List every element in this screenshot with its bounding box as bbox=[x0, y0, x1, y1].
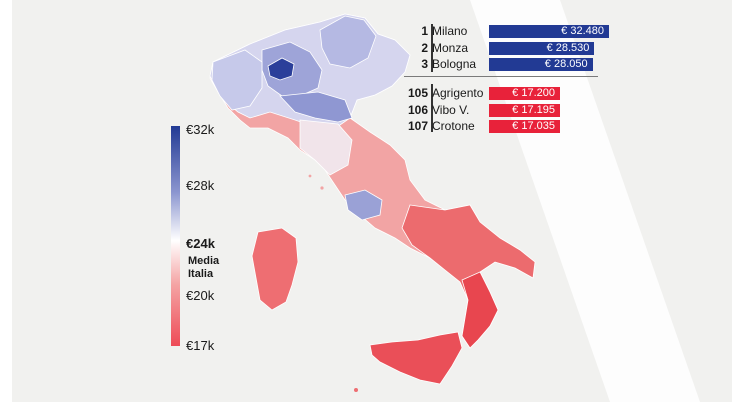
calabria-region bbox=[461, 271, 499, 349]
rank-number: 1 bbox=[421, 24, 428, 38]
scale-label-17k: €17k bbox=[186, 338, 215, 353]
city-name: Milano bbox=[432, 24, 468, 38]
city-name: Vibo V. bbox=[432, 102, 470, 117]
sicily bbox=[369, 331, 463, 385]
island bbox=[354, 388, 358, 392]
city-name: Crotone bbox=[432, 119, 475, 133]
background-band bbox=[470, 0, 700, 402]
scale-label-28k: €28k bbox=[186, 178, 215, 193]
tuscany-region bbox=[299, 119, 353, 176]
scale-label-24k: €24k bbox=[186, 236, 215, 251]
island bbox=[308, 174, 312, 178]
scale-label-32k: €32k bbox=[186, 122, 215, 137]
media-line-1: Media bbox=[188, 255, 220, 267]
media-line-2: Italia bbox=[188, 268, 214, 280]
value-bar: € 32.480 bbox=[489, 25, 609, 38]
value-bar: € 28.050 bbox=[489, 58, 593, 71]
milano-province bbox=[267, 57, 295, 81]
ranking-bottom-separator bbox=[431, 84, 433, 132]
rank-number: 2 bbox=[421, 40, 428, 55]
city-name: Monza bbox=[432, 40, 469, 55]
city-name: Bologna bbox=[432, 57, 477, 71]
value-bar: € 17.035 bbox=[489, 120, 560, 133]
color-scale-bar bbox=[171, 126, 180, 346]
rank-number: 107 bbox=[407, 119, 428, 133]
city-name: Agrigento bbox=[432, 86, 484, 100]
scale-label-20k: €20k bbox=[186, 288, 215, 303]
veneto-region bbox=[319, 15, 377, 69]
media-italia-label: Media Italia bbox=[188, 255, 219, 281]
rome-province bbox=[344, 189, 383, 221]
sardinia bbox=[251, 227, 299, 311]
ranking-top-separator bbox=[431, 24, 433, 72]
ranking-divider bbox=[404, 76, 598, 77]
value-bar: € 17.200 bbox=[489, 87, 560, 100]
emilia-romagna-region bbox=[279, 91, 353, 123]
rank-number: 106 bbox=[407, 102, 428, 117]
piedmont-region bbox=[211, 49, 263, 111]
island bbox=[320, 186, 324, 190]
value-bar: € 17.195 bbox=[489, 103, 560, 117]
rank-number: 105 bbox=[407, 86, 428, 100]
value-bar: € 28.530 bbox=[489, 41, 595, 55]
rank-number: 3 bbox=[421, 57, 428, 71]
